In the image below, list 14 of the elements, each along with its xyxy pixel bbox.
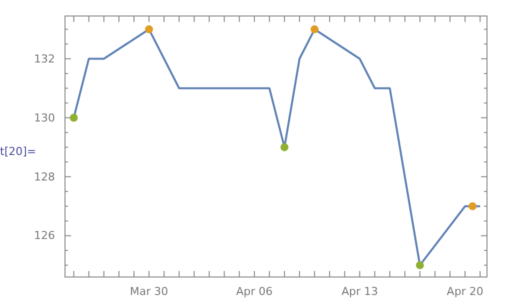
- x-tick-label: Apr 06: [236, 284, 273, 298]
- point: [416, 261, 424, 270]
- x-tick-label: Apr 13: [341, 284, 378, 298]
- text: t[20]=: [0, 145, 36, 158]
- x-tick-label: Mar 30: [130, 284, 168, 298]
- y-tick-label: 130: [34, 111, 55, 124]
- y-tick-label: 126: [34, 229, 55, 242]
- point: [70, 114, 78, 122]
- point: [310, 25, 319, 34]
- y-tick-label: 128: [34, 170, 55, 184]
- point: [280, 143, 288, 152]
- x-tick-label: Apr 20: [446, 284, 484, 298]
- y-tick-label: 132: [34, 52, 55, 66]
- point: [145, 25, 154, 34]
